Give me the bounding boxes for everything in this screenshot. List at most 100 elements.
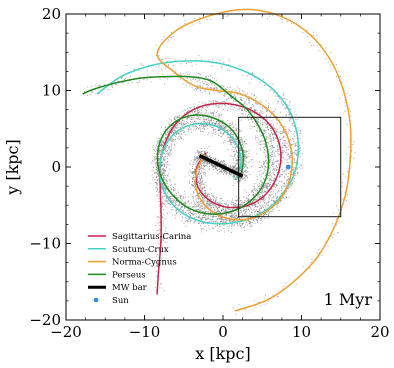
star-point [174,189,177,191]
star-point [167,153,169,155]
star-point [254,300,256,302]
star-point [162,141,164,143]
star-point [180,123,183,125]
star-point [210,205,212,207]
star-point [192,78,194,81]
star-point [245,209,247,211]
star-point [165,149,167,151]
star-point [232,159,235,161]
star-point [270,139,272,141]
star-point [264,205,266,207]
star-point [299,132,301,134]
star-point [232,127,234,129]
star-point [153,169,155,171]
star-point [215,100,217,102]
star-point [228,86,230,88]
star-point [207,127,209,129]
star-point [178,202,180,204]
star-point [204,211,206,213]
star-point [182,197,184,199]
star-point [204,207,206,209]
star-point [164,179,166,181]
star-point [250,117,252,119]
star-point [167,180,169,182]
star-point [202,131,204,133]
star-point [251,93,253,95]
star-point [287,172,290,174]
star-point [179,130,181,132]
star-point [259,147,261,150]
star-point [244,226,246,228]
star-point [243,146,245,148]
star-point [259,217,261,220]
star-point [199,201,201,203]
star-point [344,99,346,101]
star-point [245,153,247,155]
star-point [209,100,211,102]
star-point [289,186,291,188]
star-point [266,186,268,188]
star-point [178,114,180,116]
star-point [190,118,192,120]
star-point [250,166,252,168]
star-point [253,186,255,188]
star-point [250,159,252,161]
star-point [210,18,212,20]
star-point [195,209,197,211]
star-point [289,108,291,111]
star-point [168,129,170,131]
star-point [165,174,167,176]
star-point [251,78,253,80]
star-point [230,108,232,110]
star-point [246,166,248,168]
star-point [275,137,277,139]
star-point [195,129,197,131]
star-point [204,89,206,91]
star-point [175,204,177,206]
star-point [200,112,202,114]
star-point [266,303,268,305]
star-point [265,109,267,111]
star-point [199,22,201,24]
star-point [169,195,172,197]
star-point [220,198,222,200]
star-point [197,161,199,163]
star-point [284,182,286,184]
star-point [196,126,199,129]
star-point [251,191,253,193]
star-point [230,105,232,107]
star-point [204,199,206,202]
star-point [258,211,260,213]
star-point [194,208,197,211]
star-point [286,162,288,164]
star-point [196,179,199,181]
star-point [223,210,225,212]
star-point [158,198,160,200]
star-point [265,186,267,188]
star-point [344,110,346,112]
star-point [269,129,271,131]
star-point [172,140,174,143]
star-point [273,134,276,136]
star-point [267,182,270,184]
star-point [290,161,292,163]
star-point [208,120,210,122]
star-point [301,153,303,155]
star-point [163,213,165,215]
star-point [271,162,274,164]
star-point [348,146,350,148]
star-point [331,237,333,239]
star-point [264,160,266,162]
star-point [272,155,274,158]
star-point [236,105,238,107]
star-point [195,152,197,154]
star-point [259,204,261,206]
star-point [163,140,165,142]
star-point [200,129,202,131]
star-point [162,238,165,240]
star-point [248,156,250,158]
star-point [175,217,177,219]
star-point [158,233,160,235]
star-point [182,124,184,126]
star-point [256,136,258,139]
